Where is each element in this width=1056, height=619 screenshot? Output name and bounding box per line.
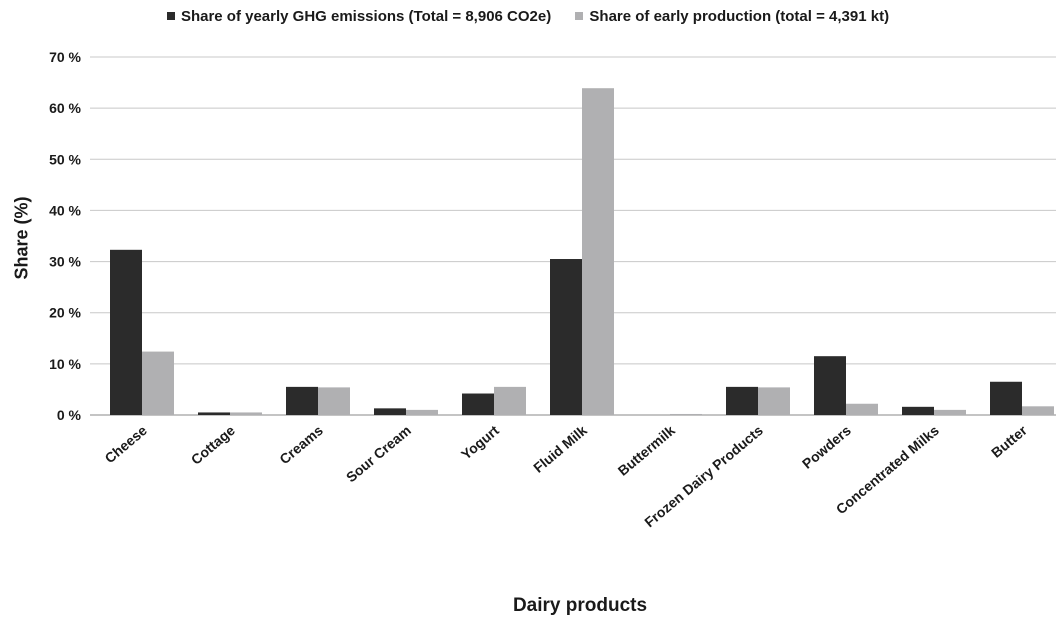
y-tick-labels: 0 % 10 % 20 % 30 % 40 % 50 % 60 % 70 % <box>49 49 81 423</box>
bar-production <box>494 386 526 415</box>
bar-ghg <box>374 408 406 415</box>
y-tick-label: 20 % <box>49 305 81 321</box>
legend-item-production: Share of early production (total = 4,391… <box>575 8 889 25</box>
y-tick-label: 60 % <box>49 100 81 116</box>
legend-label-ghg: Share of yearly GHG emissions (Total = 8… <box>180 8 552 25</box>
bar-production <box>934 409 966 415</box>
bar-production <box>1022 406 1054 415</box>
bar-production <box>582 88 614 415</box>
bar-production <box>758 387 790 415</box>
chart-legend: Share of yearly GHG emissions (Total = 8… <box>0 8 1056 25</box>
bar-production <box>846 403 878 415</box>
bar-ghg <box>550 259 582 415</box>
y-tick-label: 40 % <box>49 202 81 218</box>
x-tick-label: Creams <box>276 422 326 467</box>
bar-production <box>142 351 174 415</box>
y-tick-label: 10 % <box>49 356 81 372</box>
bar-ghg <box>726 386 758 415</box>
x-tick-labels: Cheese Cottage Creams Sour Cream Yogurt Fluid… <box>101 422 1030 531</box>
y-tick-label: 50 % <box>49 151 81 167</box>
bar-ghg <box>902 406 934 415</box>
bar-production <box>318 387 350 415</box>
x-tick-label: Sour Cream <box>343 422 414 485</box>
x-tick-label: Buttermilk <box>615 422 678 479</box>
x-tick-label: Cheese <box>101 422 150 466</box>
y-tick-label: 30 % <box>49 254 81 270</box>
bar-ghg <box>462 393 494 415</box>
bars <box>110 88 1054 415</box>
bar-production <box>230 412 262 415</box>
legend-label-production: Share of early production (total = 4,391… <box>589 8 890 25</box>
bar-ghg <box>990 381 1022 415</box>
x-tick-label: Cottage <box>188 422 238 468</box>
y-tick-label: 70 % <box>49 49 81 65</box>
x-tick-label: Butter <box>988 422 1030 461</box>
bar-production <box>670 413 702 415</box>
bar-ghg <box>198 412 230 415</box>
x-tick-label: Fluid Milk <box>530 422 590 476</box>
y-tick-label: 0 % <box>57 407 82 423</box>
bar-ghg <box>286 386 318 415</box>
x-axis-title: Dairy products <box>512 595 648 616</box>
bar-production <box>406 409 438 415</box>
x-tick-label: Powders <box>799 422 854 472</box>
x-tick-label: Yogurt <box>458 422 502 463</box>
legend-swatch-production <box>575 12 584 20</box>
bar-ghg <box>814 356 846 415</box>
bar-ghg <box>110 249 142 415</box>
legend-item-ghg: Share of yearly GHG emissions (Total = 8… <box>166 8 552 25</box>
legend-swatch-ghg <box>166 12 175 20</box>
